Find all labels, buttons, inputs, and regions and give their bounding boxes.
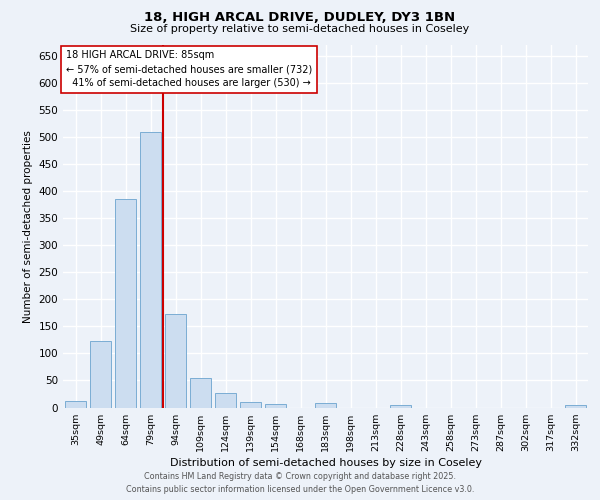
Bar [265,404,286,407]
Bar [90,341,111,407]
Bar [115,199,136,408]
Y-axis label: Number of semi-detached properties: Number of semi-detached properties [23,130,33,322]
Bar [215,393,236,407]
Bar [190,378,211,408]
Text: 18, HIGH ARCAL DRIVE, DUDLEY, DY3 1BN: 18, HIGH ARCAL DRIVE, DUDLEY, DY3 1BN [145,11,455,24]
X-axis label: Distribution of semi-detached houses by size in Coseley: Distribution of semi-detached houses by … [170,458,482,468]
Bar [315,403,336,407]
Bar [140,132,161,407]
Bar [240,402,261,407]
Text: Contains HM Land Registry data © Crown copyright and database right 2025.
Contai: Contains HM Land Registry data © Crown c… [126,472,474,494]
Bar [165,314,186,408]
Bar [65,401,86,407]
Text: Size of property relative to semi-detached houses in Coseley: Size of property relative to semi-detach… [130,24,470,34]
Bar [390,405,411,407]
Text: 18 HIGH ARCAL DRIVE: 85sqm
← 57% of semi-detached houses are smaller (732)
  41%: 18 HIGH ARCAL DRIVE: 85sqm ← 57% of semi… [65,50,312,88]
Bar [565,405,586,407]
